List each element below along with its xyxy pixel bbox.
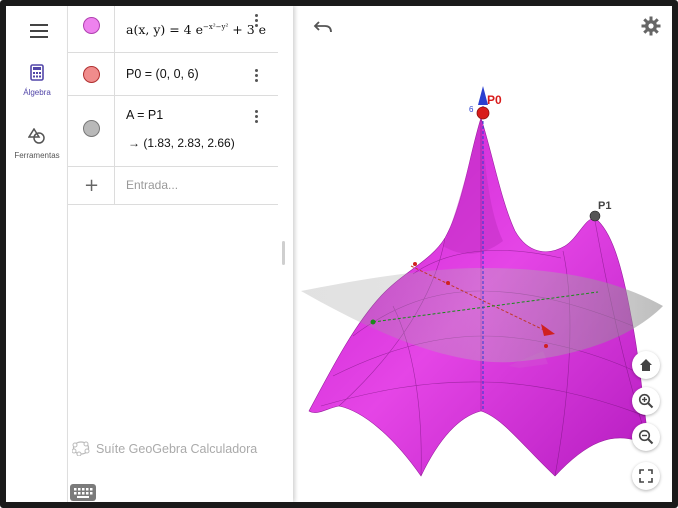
geogebra-brand: Suíte GeoGebra Calculadora bbox=[71, 440, 258, 457]
visibility-toggle-p0[interactable] bbox=[83, 66, 100, 83]
calculator-icon bbox=[30, 64, 44, 81]
algebra-row-function[interactable]: a(x, y) = 4 e−x²−y² + 3 e bbox=[68, 6, 278, 53]
algebra-tab-label: Álgebra bbox=[23, 88, 51, 97]
zoom-in-icon bbox=[638, 393, 654, 409]
xy-plane bbox=[301, 268, 663, 363]
surface-plot[interactable]: 6 P0 P1 bbox=[293, 6, 672, 502]
tools-tab[interactable]: Ferramentas bbox=[6, 127, 68, 160]
z-axis-tick: 6 bbox=[469, 105, 474, 114]
plus-icon[interactable]: + bbox=[84, 175, 100, 196]
visibility-toggle-function[interactable] bbox=[83, 17, 100, 34]
shapes-icon bbox=[27, 127, 45, 144]
algebra-row-p0[interactable]: P0 = (0, 0, 6) bbox=[68, 53, 278, 96]
zoom-in-button[interactable] bbox=[632, 387, 660, 415]
function-exponent: −x²−y² bbox=[203, 22, 229, 31]
input-field[interactable]: Entrada... bbox=[126, 178, 179, 192]
undo-icon[interactable] bbox=[313, 18, 333, 34]
row-marker: + bbox=[68, 167, 115, 204]
algebra-panel: a(x, y) = 4 e−x²−y² + 3 e P0 = (0, 0, 6)… bbox=[68, 6, 293, 502]
home-icon bbox=[640, 359, 652, 371]
function-definition[interactable]: a(x, y) = 4 e−x²−y² + 3 e bbox=[126, 22, 266, 37]
row-marker bbox=[68, 6, 115, 52]
menu-icon[interactable] bbox=[30, 24, 48, 38]
point-p0-label: P0 bbox=[487, 93, 502, 107]
fullscreen-button[interactable] bbox=[632, 462, 660, 490]
geogebra-logo-icon bbox=[71, 441, 90, 457]
point-p1[interactable] bbox=[589, 210, 601, 222]
p0-definition[interactable]: P0 = (0, 0, 6) bbox=[126, 67, 199, 81]
more-options-icon[interactable] bbox=[255, 14, 259, 29]
graphics-3d-view[interactable]: 6 P0 P1 bbox=[293, 6, 672, 502]
more-options-icon[interactable] bbox=[255, 110, 259, 125]
row-marker bbox=[68, 96, 115, 166]
x-axis-arrow-icon bbox=[541, 324, 555, 336]
function-second-term: + 3 e bbox=[232, 22, 267, 37]
point-p1-label: P1 bbox=[598, 200, 611, 212]
home-button[interactable] bbox=[632, 351, 660, 379]
algebra-row-a[interactable]: A = P1 → (1.83, 2.83, 2.66) bbox=[68, 96, 278, 167]
row-marker bbox=[68, 53, 115, 95]
more-options-icon[interactable] bbox=[255, 69, 259, 84]
z-axis-arrow-icon bbox=[478, 86, 488, 105]
gear-icon[interactable] bbox=[641, 16, 661, 36]
keyboard-icon[interactable] bbox=[70, 484, 96, 501]
algebra-tab[interactable]: Álgebra bbox=[6, 64, 68, 97]
fullscreen-icon bbox=[639, 469, 653, 483]
zoom-out-button[interactable] bbox=[632, 423, 660, 451]
panel-resize-handle[interactable] bbox=[282, 241, 285, 265]
algebra-input-row[interactable]: + Entrada... bbox=[68, 167, 278, 205]
point-p0[interactable] bbox=[476, 106, 490, 120]
zoom-out-icon bbox=[638, 429, 654, 445]
brand-text: Suíte GeoGebra Calculadora bbox=[96, 442, 258, 456]
tools-tab-label: Ferramentas bbox=[14, 151, 60, 160]
a-definition[interactable]: A = P1 bbox=[126, 108, 164, 122]
a-result: → (1.83, 2.83, 2.66) bbox=[128, 136, 235, 150]
function-text: a(x, y) = 4 e bbox=[126, 22, 204, 37]
left-rail: Álgebra Ferramentas bbox=[6, 6, 68, 502]
visibility-toggle-a[interactable] bbox=[83, 120, 100, 137]
